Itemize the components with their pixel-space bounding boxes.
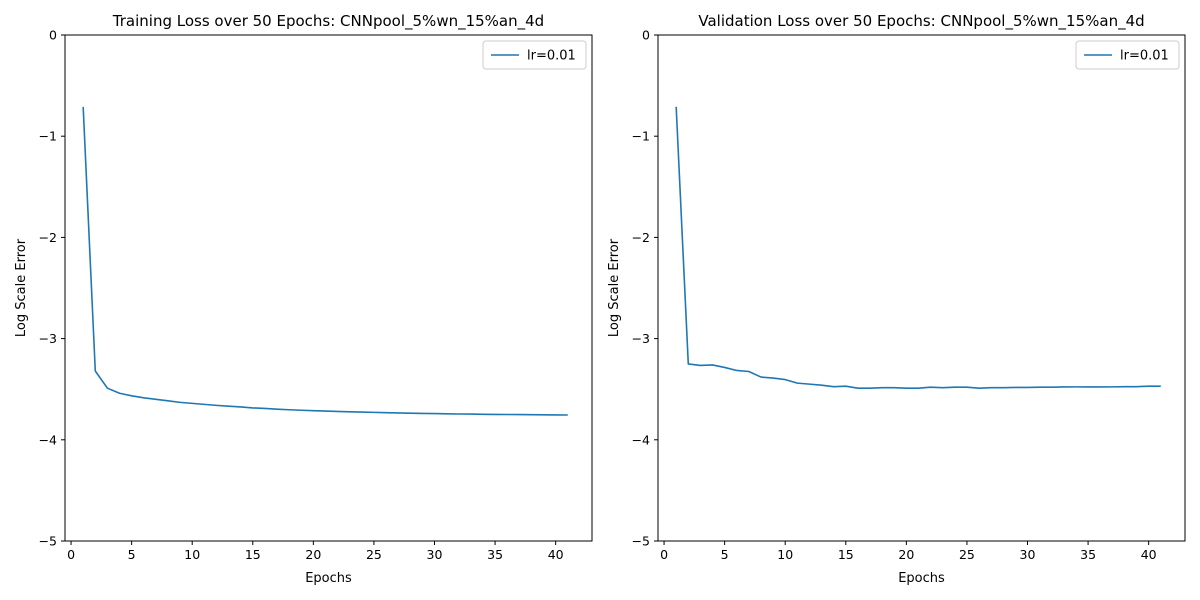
x-tick-label: 30 [1020, 547, 1036, 562]
y-tick-label: −2 [39, 230, 57, 245]
y-tick-label: 0 [642, 28, 650, 43]
y-tick-label: −1 [39, 129, 57, 144]
plot-frame [657, 34, 1186, 542]
x-tick-label: 10 [777, 547, 793, 562]
x-tick-label: 35 [1080, 547, 1096, 562]
x-axis-label: Epochs [305, 571, 352, 586]
x-tick-label: 20 [898, 547, 914, 562]
legend-label: lr=0.01 [1120, 49, 1169, 64]
y-tick-label: 0 [49, 28, 57, 43]
chart-panel-training: Training Loss over 50 Epochs: CNNpool_5%… [14, 12, 593, 586]
legend-box [1075, 40, 1180, 70]
plot-frame [64, 34, 593, 542]
chart-title: Validation Loss over 50 Epochs: CNNpool_… [698, 12, 1144, 31]
y-tick-label: −1 [632, 129, 650, 144]
x-tick-label: 40 [548, 547, 564, 562]
x-tick-label: 20 [305, 547, 321, 562]
legend-box [482, 40, 587, 70]
series-line [82, 106, 568, 416]
x-axis-label: Epochs [898, 571, 945, 586]
x-tick-label: 5 [721, 547, 729, 562]
x-tick-label: 35 [487, 547, 503, 562]
x-tick-label: 40 [1141, 547, 1157, 562]
chart-panel-validation: Validation Loss over 50 Epochs: CNNpool_… [607, 12, 1186, 586]
x-tick-label: 10 [184, 547, 200, 562]
x-tick-label: 25 [959, 547, 975, 562]
y-tick-label: −3 [632, 331, 650, 346]
x-tick-label: 5 [128, 547, 136, 562]
x-tick-label: 30 [427, 547, 443, 562]
legend: lr=0.01 [1075, 40, 1180, 70]
y-tick-label: −5 [632, 534, 650, 549]
x-tick-label: 25 [366, 547, 382, 562]
x-tick-label: 15 [838, 547, 854, 562]
y-axis-label: Log Scale Error [14, 238, 29, 337]
x-tick-label: 15 [245, 547, 261, 562]
legend-label: lr=0.01 [527, 49, 576, 64]
y-tick-label: −2 [632, 230, 650, 245]
legend: lr=0.01 [482, 40, 587, 70]
y-axis-label: Log Scale Error [607, 238, 622, 337]
chart-title: Training Loss over 50 Epochs: CNNpool_5%… [112, 12, 544, 31]
y-tick-label: −4 [39, 432, 57, 447]
x-tick-label: 0 [660, 547, 668, 562]
y-tick-label: −3 [39, 331, 57, 346]
x-tick-label: 0 [67, 547, 75, 562]
series-line [675, 106, 1161, 389]
y-tick-label: −4 [632, 432, 650, 447]
y-tick-label: −5 [39, 534, 57, 549]
